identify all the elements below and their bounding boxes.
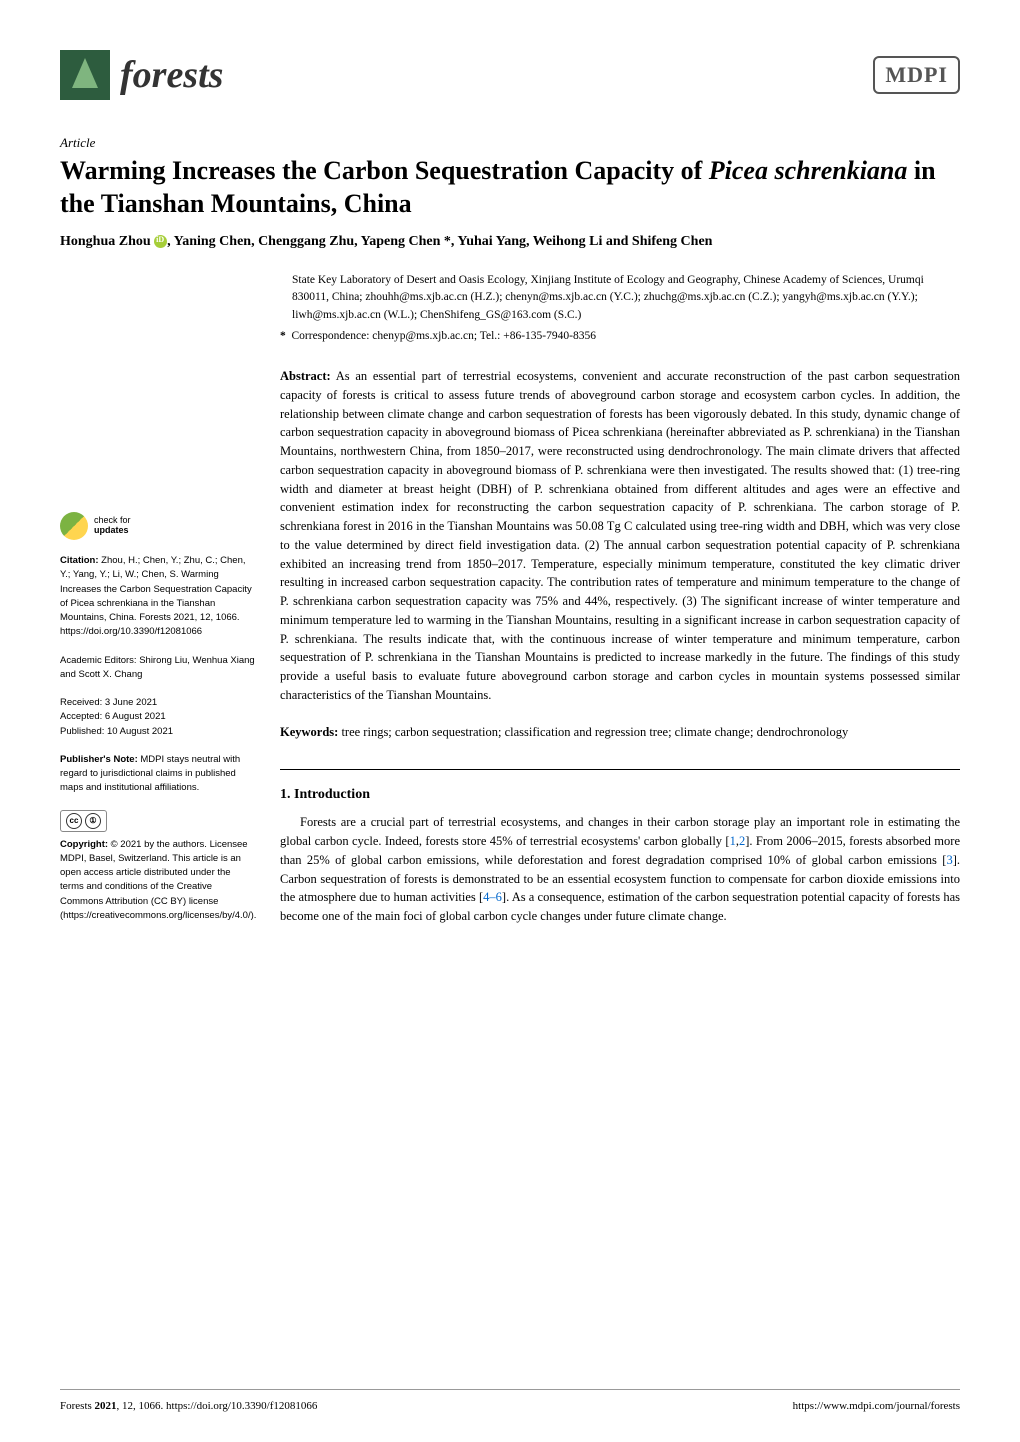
copyright-label: Copyright: bbox=[60, 839, 108, 850]
intro-paragraph: Forests are a crucial part of terrestria… bbox=[280, 813, 960, 926]
ref-link-3[interactable]: 3 bbox=[946, 853, 952, 867]
article-title: Warming Increases the Carbon Sequestrati… bbox=[60, 155, 960, 220]
footer: Forests 2021, 12, 1066. https://doi.org/… bbox=[60, 1389, 960, 1412]
mdpi-logo: MDPI bbox=[873, 56, 960, 94]
keywords-label: Keywords: bbox=[280, 725, 338, 739]
abstract-label: Abstract: bbox=[280, 369, 331, 383]
ref-link-1[interactable]: 1 bbox=[730, 834, 736, 848]
by-icon: ① bbox=[85, 813, 101, 829]
title-pre: Warming Increases the Carbon Sequestrati… bbox=[60, 156, 709, 185]
check-updates[interactable]: check forupdates bbox=[60, 512, 255, 540]
correspondence-text: Correspondence: chenyp@ms.xjb.ac.cn; Tel… bbox=[292, 330, 596, 342]
cc-by-badge[interactable]: cc ① bbox=[60, 810, 107, 832]
citation-block: Citation: Zhou, H.; Chen, Y.; Zhu, C.; C… bbox=[60, 554, 255, 640]
check-updates-icon bbox=[60, 512, 88, 540]
abstract: Abstract: As an essential part of terres… bbox=[280, 367, 960, 705]
journal-name: forests bbox=[120, 53, 223, 97]
publisher-note-block: Publisher's Note: MDPI stays neutral wit… bbox=[60, 753, 255, 796]
section-heading: 1. Introduction bbox=[280, 784, 960, 805]
abstract-text: As an essential part of terrestrial ecos… bbox=[280, 369, 960, 702]
ref-link-4-6[interactable]: 4–6 bbox=[483, 890, 502, 904]
published-date: Published: 10 August 2021 bbox=[60, 725, 255, 739]
correspondence: * Correspondence: chenyp@ms.xjb.ac.cn; T… bbox=[280, 328, 960, 345]
accepted-date: Accepted: 6 August 2021 bbox=[60, 710, 255, 724]
footer-right[interactable]: https://www.mdpi.com/journal/forests bbox=[793, 1400, 960, 1412]
editors-block: Academic Editors: Shirong Liu, Wenhua Xi… bbox=[60, 654, 255, 683]
main-columns: check forupdates Citation: Zhou, H.; Che… bbox=[60, 272, 960, 937]
check-updates-text: check forupdates bbox=[94, 516, 131, 536]
citation-text: Zhou, H.; Chen, Y.; Zhu, C.; Chen, Y.; Y… bbox=[60, 555, 252, 637]
orcid-icon[interactable] bbox=[154, 235, 167, 248]
keywords: Keywords: tree rings; carbon sequestrati… bbox=[280, 723, 960, 742]
forests-logo-icon bbox=[60, 50, 110, 100]
cc-icon: cc bbox=[66, 813, 82, 829]
publisher-note-label: Publisher's Note: bbox=[60, 754, 138, 765]
affiliation: State Key Laboratory of Desert and Oasis… bbox=[280, 272, 960, 324]
editors-label: Academic Editors: bbox=[60, 655, 137, 666]
authors: Honghua Zhou , Yaning Chen, Chenggang Zh… bbox=[60, 234, 960, 250]
journal-logo: forests bbox=[60, 50, 223, 100]
received-date: Received: 3 June 2021 bbox=[60, 696, 255, 710]
footer-left: Forests 2021, 12, 1066. https://doi.org/… bbox=[60, 1400, 317, 1412]
article-type: Article bbox=[60, 135, 960, 151]
sidebar: check forupdates Citation: Zhou, H.; Che… bbox=[60, 272, 255, 937]
dates-block: Received: 3 June 2021 Accepted: 6 August… bbox=[60, 696, 255, 739]
correspondence-label: * bbox=[280, 330, 286, 342]
ref-link-2[interactable]: 2 bbox=[739, 834, 745, 848]
citation-label: Citation: bbox=[60, 555, 99, 566]
divider bbox=[280, 769, 960, 770]
copyright-text: © 2021 by the authors. Licensee MDPI, Ba… bbox=[60, 839, 256, 921]
title-species: Picea schrenkiana bbox=[709, 156, 908, 185]
keywords-text: tree rings; carbon sequestration; classi… bbox=[338, 725, 848, 739]
header-row: forests MDPI bbox=[60, 50, 960, 100]
license-block: cc ① Copyright: © 2021 by the authors. L… bbox=[60, 810, 255, 924]
main-content: State Key Laboratory of Desert and Oasis… bbox=[280, 272, 960, 937]
